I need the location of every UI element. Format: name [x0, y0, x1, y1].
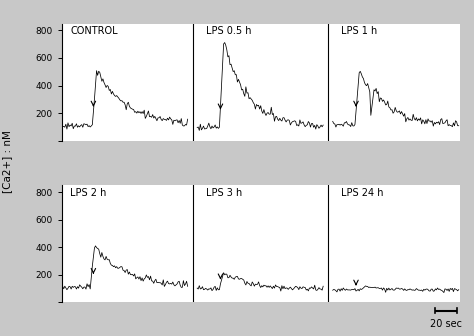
- Text: LPS 2 h: LPS 2 h: [70, 188, 107, 198]
- Text: [Ca2+] : nM: [Ca2+] : nM: [2, 130, 12, 193]
- Text: LPS 0.5 h: LPS 0.5 h: [206, 26, 251, 36]
- Text: LPS 1 h: LPS 1 h: [341, 26, 377, 36]
- Text: CONTROL: CONTROL: [70, 26, 118, 36]
- Text: LPS 24 h: LPS 24 h: [341, 188, 383, 198]
- Text: LPS 3 h: LPS 3 h: [206, 188, 242, 198]
- Text: 20 sec: 20 sec: [430, 319, 462, 329]
